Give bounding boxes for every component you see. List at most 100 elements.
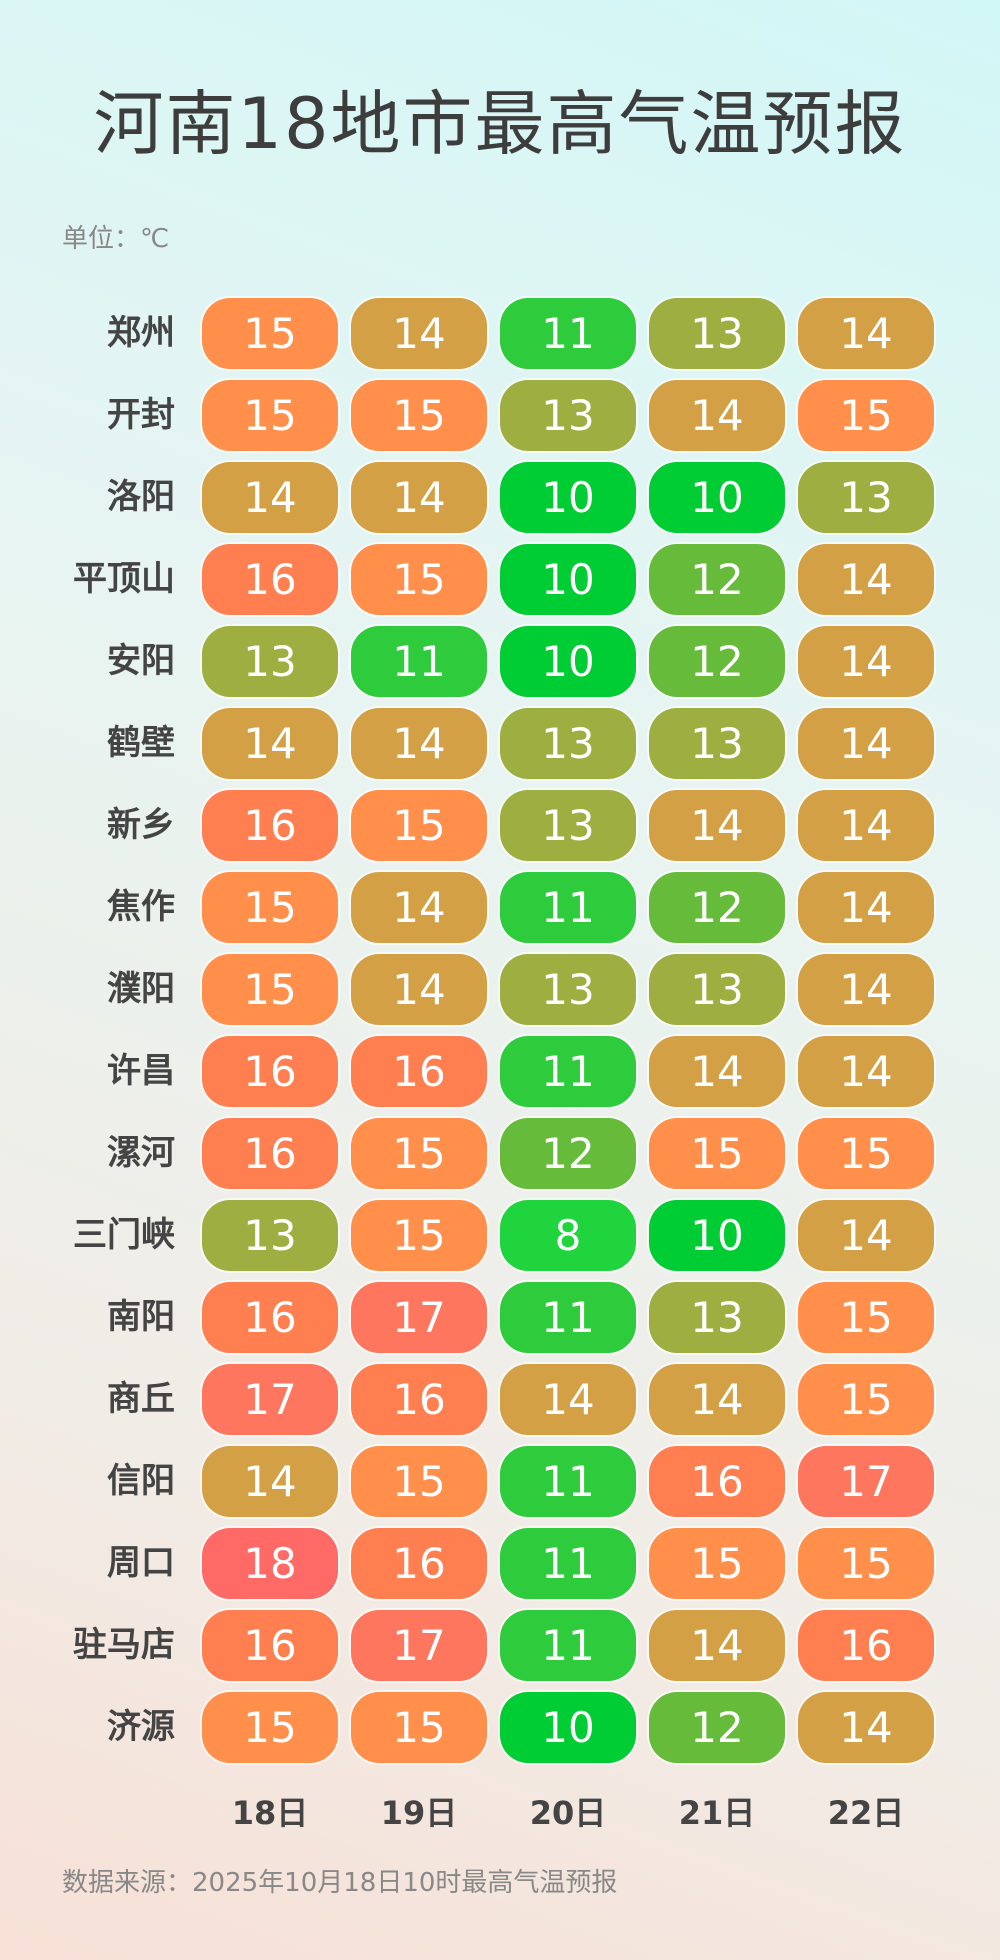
temperature-cell: 14 [351, 872, 487, 943]
city-label: 商丘 [107, 1379, 175, 1419]
temperature-cell: 15 [202, 298, 338, 369]
temperature-cell: 15 [798, 1528, 934, 1599]
temperature-cell: 14 [649, 1036, 785, 1107]
temperature-cell: 10 [649, 462, 785, 533]
temperature-cell: 8 [500, 1200, 636, 1271]
temperature-cell: 12 [649, 1692, 785, 1763]
city-label: 三门峡 [73, 1215, 175, 1255]
temperature-cell: 14 [649, 1610, 785, 1681]
temperature-cell: 15 [798, 1118, 934, 1189]
temperature-cell: 15 [351, 790, 487, 861]
city-label: 郑州 [107, 313, 175, 353]
temperature-cell: 15 [649, 1528, 785, 1599]
temperature-cell: 17 [798, 1446, 934, 1517]
temperature-cell: 12 [649, 872, 785, 943]
city-label: 鹤壁 [107, 723, 175, 763]
data-source: 数据来源：2025年10月18日10时最高气温预报 [62, 1868, 618, 1898]
temperature-cell: 13 [649, 298, 785, 369]
city-label: 濮阳 [107, 969, 175, 1009]
temperature-cell: 14 [798, 708, 934, 779]
page-title: 河南18地市最高气温预报 [93, 83, 907, 165]
temperature-cell: 16 [351, 1036, 487, 1107]
city-label: 焦作 [107, 887, 175, 927]
city-label: 安阳 [107, 641, 175, 681]
temperature-cell: 16 [202, 1036, 338, 1107]
temperature-cell: 15 [649, 1118, 785, 1189]
city-label: 周口 [107, 1543, 175, 1583]
temperature-cell: 11 [500, 1036, 636, 1107]
date-label: 21日 [678, 1794, 756, 1832]
temperature-cell: 14 [798, 790, 934, 861]
temperature-cell: 10 [649, 1200, 785, 1271]
temperature-cell: 16 [351, 1364, 487, 1435]
temperature-cell: 14 [649, 380, 785, 451]
city-label: 许昌 [107, 1051, 175, 1091]
temperature-cell: 14 [798, 1036, 934, 1107]
temperature-cell: 15 [798, 1282, 934, 1353]
temperature-cell: 16 [351, 1528, 487, 1599]
temperature-cell: 16 [202, 790, 338, 861]
temperature-cell: 14 [798, 872, 934, 943]
temperature-cell: 15 [351, 544, 487, 615]
city-label: 平顶山 [73, 559, 175, 599]
temperature-cell: 13 [500, 380, 636, 451]
date-label: 19日 [380, 1794, 458, 1832]
temperature-cell: 14 [202, 708, 338, 779]
temperature-cell: 13 [500, 954, 636, 1025]
temperature-cell: 10 [500, 544, 636, 615]
temperature-cell: 13 [500, 790, 636, 861]
city-label: 南阳 [107, 1297, 175, 1337]
temperature-cell: 14 [798, 626, 934, 697]
temperature-cell: 11 [500, 298, 636, 369]
temperature-cell: 17 [351, 1610, 487, 1681]
temperature-cell: 15 [351, 1118, 487, 1189]
temperature-cell: 15 [202, 872, 338, 943]
temperature-cell: 11 [351, 626, 487, 697]
temperature-cell: 15 [351, 1200, 487, 1271]
temperature-cell: 14 [351, 708, 487, 779]
temperature-cell: 14 [202, 1446, 338, 1517]
city-label: 济源 [107, 1707, 175, 1747]
temperature-cell: 11 [500, 872, 636, 943]
temperature-cell: 16 [202, 1118, 338, 1189]
temperature-cell: 14 [798, 298, 934, 369]
temperature-cell: 14 [798, 1692, 934, 1763]
temperature-cell: 13 [649, 708, 785, 779]
temperature-cell: 12 [649, 626, 785, 697]
temperature-cell: 17 [351, 1282, 487, 1353]
temperature-cell: 15 [798, 380, 934, 451]
temperature-cell: 14 [649, 790, 785, 861]
temperature-cell: 10 [500, 1692, 636, 1763]
city-label: 驻马店 [73, 1625, 175, 1665]
city-label: 信阳 [107, 1461, 175, 1501]
temperature-cell: 14 [798, 1200, 934, 1271]
temperature-cell: 11 [500, 1446, 636, 1517]
temperature-cell: 16 [649, 1446, 785, 1517]
temperature-cell: 10 [500, 462, 636, 533]
temperature-cell: 14 [798, 954, 934, 1025]
temperature-cell: 13 [798, 462, 934, 533]
temperature-cell: 14 [351, 298, 487, 369]
temperature-cell: 13 [649, 954, 785, 1025]
temperature-cell: 12 [649, 544, 785, 615]
temperature-cell: 13 [649, 1282, 785, 1353]
temperature-cell: 13 [202, 626, 338, 697]
date-label: 22日 [827, 1794, 905, 1832]
temperature-cell: 11 [500, 1610, 636, 1681]
date-label: 18日 [231, 1794, 309, 1832]
temperature-cell: 14 [500, 1364, 636, 1435]
temperature-cell: 14 [202, 462, 338, 533]
temperature-cell: 13 [202, 1200, 338, 1271]
temperature-cell: 10 [500, 626, 636, 697]
temperature-cell: 18 [202, 1528, 338, 1599]
temperature-cell: 16 [798, 1610, 934, 1681]
temperature-cell: 13 [500, 708, 636, 779]
date-label: 20日 [529, 1794, 607, 1832]
temperature-cell: 15 [202, 1692, 338, 1763]
temperature-cell: 11 [500, 1282, 636, 1353]
temperature-cell: 14 [649, 1364, 785, 1435]
temperature-cell: 16 [202, 1282, 338, 1353]
temperature-cell: 15 [351, 380, 487, 451]
temperature-cell: 16 [202, 544, 338, 615]
temperature-cell: 15 [202, 954, 338, 1025]
